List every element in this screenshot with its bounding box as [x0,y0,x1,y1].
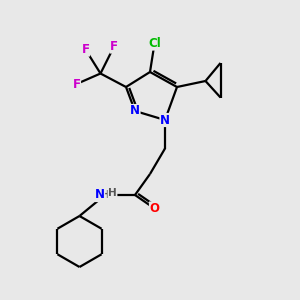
Text: N: N [160,113,170,127]
Text: Cl: Cl [148,37,161,50]
Text: O: O [149,202,160,215]
Text: H: H [100,190,109,200]
Text: N: N [130,104,140,118]
Text: F: F [73,77,80,91]
Text: N: N [94,188,105,202]
Text: F: F [110,40,118,53]
Text: H: H [108,188,117,199]
Text: F: F [82,43,89,56]
